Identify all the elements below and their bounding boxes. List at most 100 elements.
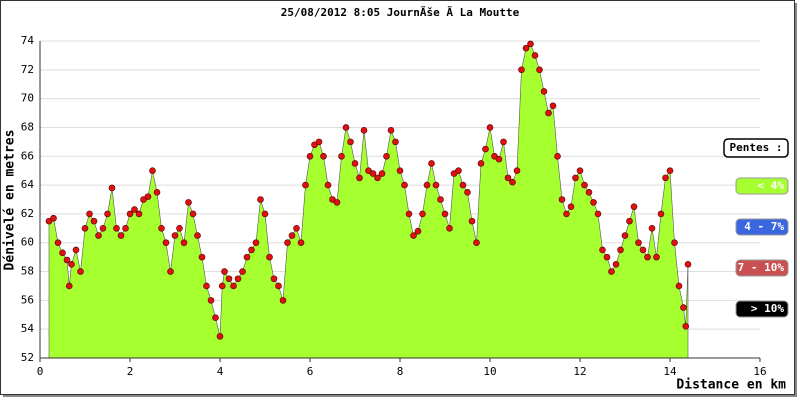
point (432, 181, 440, 189)
legend-title-box (723, 138, 789, 158)
x-tick-label: 10 (483, 365, 496, 378)
point (302, 181, 309, 189)
point (459, 181, 467, 189)
point (113, 225, 120, 232)
point (522, 44, 530, 52)
point (603, 253, 611, 261)
point (540, 88, 548, 95)
point (626, 217, 633, 225)
point (441, 210, 449, 218)
y-tick-label: 66 (21, 149, 34, 162)
point (297, 239, 305, 247)
point (153, 188, 161, 196)
point (50, 214, 57, 222)
point (248, 246, 255, 254)
point (549, 102, 557, 110)
point (90, 217, 98, 225)
y-tick-label: 72 (21, 63, 34, 76)
point (77, 268, 84, 275)
point (612, 261, 620, 268)
point (396, 167, 404, 174)
point (225, 275, 233, 283)
y-tick-label: 64 (21, 178, 35, 191)
point (486, 124, 494, 131)
point (563, 210, 570, 218)
point (585, 188, 593, 196)
point (131, 206, 138, 213)
point (590, 199, 597, 206)
y-tick-label: 52 (21, 351, 34, 364)
point (482, 145, 489, 153)
chart-title: 25/08/2012 8:05 JournÃše Ã La Moutte (281, 6, 520, 19)
point (682, 322, 690, 330)
point (666, 167, 674, 174)
point (428, 160, 435, 167)
y-tick-label: 62 (21, 207, 34, 220)
y-tick-label: 68 (21, 120, 34, 133)
point (275, 282, 282, 290)
point (104, 210, 111, 218)
point (72, 246, 80, 254)
point (320, 152, 327, 160)
point (495, 155, 503, 163)
point (657, 210, 665, 218)
point (401, 181, 408, 189)
point (306, 152, 314, 160)
point (500, 138, 507, 146)
point (65, 282, 73, 290)
legend-label: 7 - 10% (738, 261, 785, 274)
legend-swatch (735, 259, 789, 277)
point (230, 282, 237, 290)
point (567, 203, 575, 211)
point (252, 239, 260, 247)
point (572, 174, 579, 182)
point (414, 227, 422, 235)
point (333, 199, 341, 206)
point (558, 196, 566, 203)
point (581, 181, 588, 189)
point (144, 193, 152, 200)
point (630, 203, 638, 211)
point (108, 184, 116, 192)
point (194, 232, 201, 239)
point (54, 239, 62, 247)
point (261, 210, 269, 218)
point (270, 275, 278, 283)
point (536, 66, 543, 74)
point (351, 160, 359, 167)
point (594, 210, 602, 218)
point (653, 253, 660, 261)
x-tick-label: 2 (127, 365, 134, 378)
x-tick-label: 6 (307, 365, 314, 378)
point (234, 275, 242, 283)
point (684, 261, 692, 268)
point (342, 124, 350, 131)
legend-label: < 4% (758, 179, 785, 192)
point (504, 174, 512, 182)
point (198, 253, 206, 261)
point (617, 246, 624, 254)
point (288, 232, 296, 239)
point (599, 246, 606, 254)
point (203, 282, 210, 290)
point (644, 253, 651, 261)
y-tick-label: 60 (21, 236, 34, 249)
point (315, 138, 323, 146)
point (243, 253, 251, 261)
point (68, 261, 75, 268)
x-axis-label: Distance en km (676, 378, 786, 393)
y-axis-label: Dénivelé en metres (3, 130, 18, 271)
point (293, 225, 300, 232)
point (455, 167, 462, 174)
legend-swatch (735, 218, 789, 236)
point (356, 174, 363, 182)
point (473, 239, 480, 247)
point (369, 170, 377, 177)
point (608, 268, 615, 275)
x-tick-label: 16 (753, 365, 766, 378)
point (387, 127, 395, 134)
point (86, 210, 93, 218)
point (279, 297, 287, 304)
point (392, 138, 399, 146)
